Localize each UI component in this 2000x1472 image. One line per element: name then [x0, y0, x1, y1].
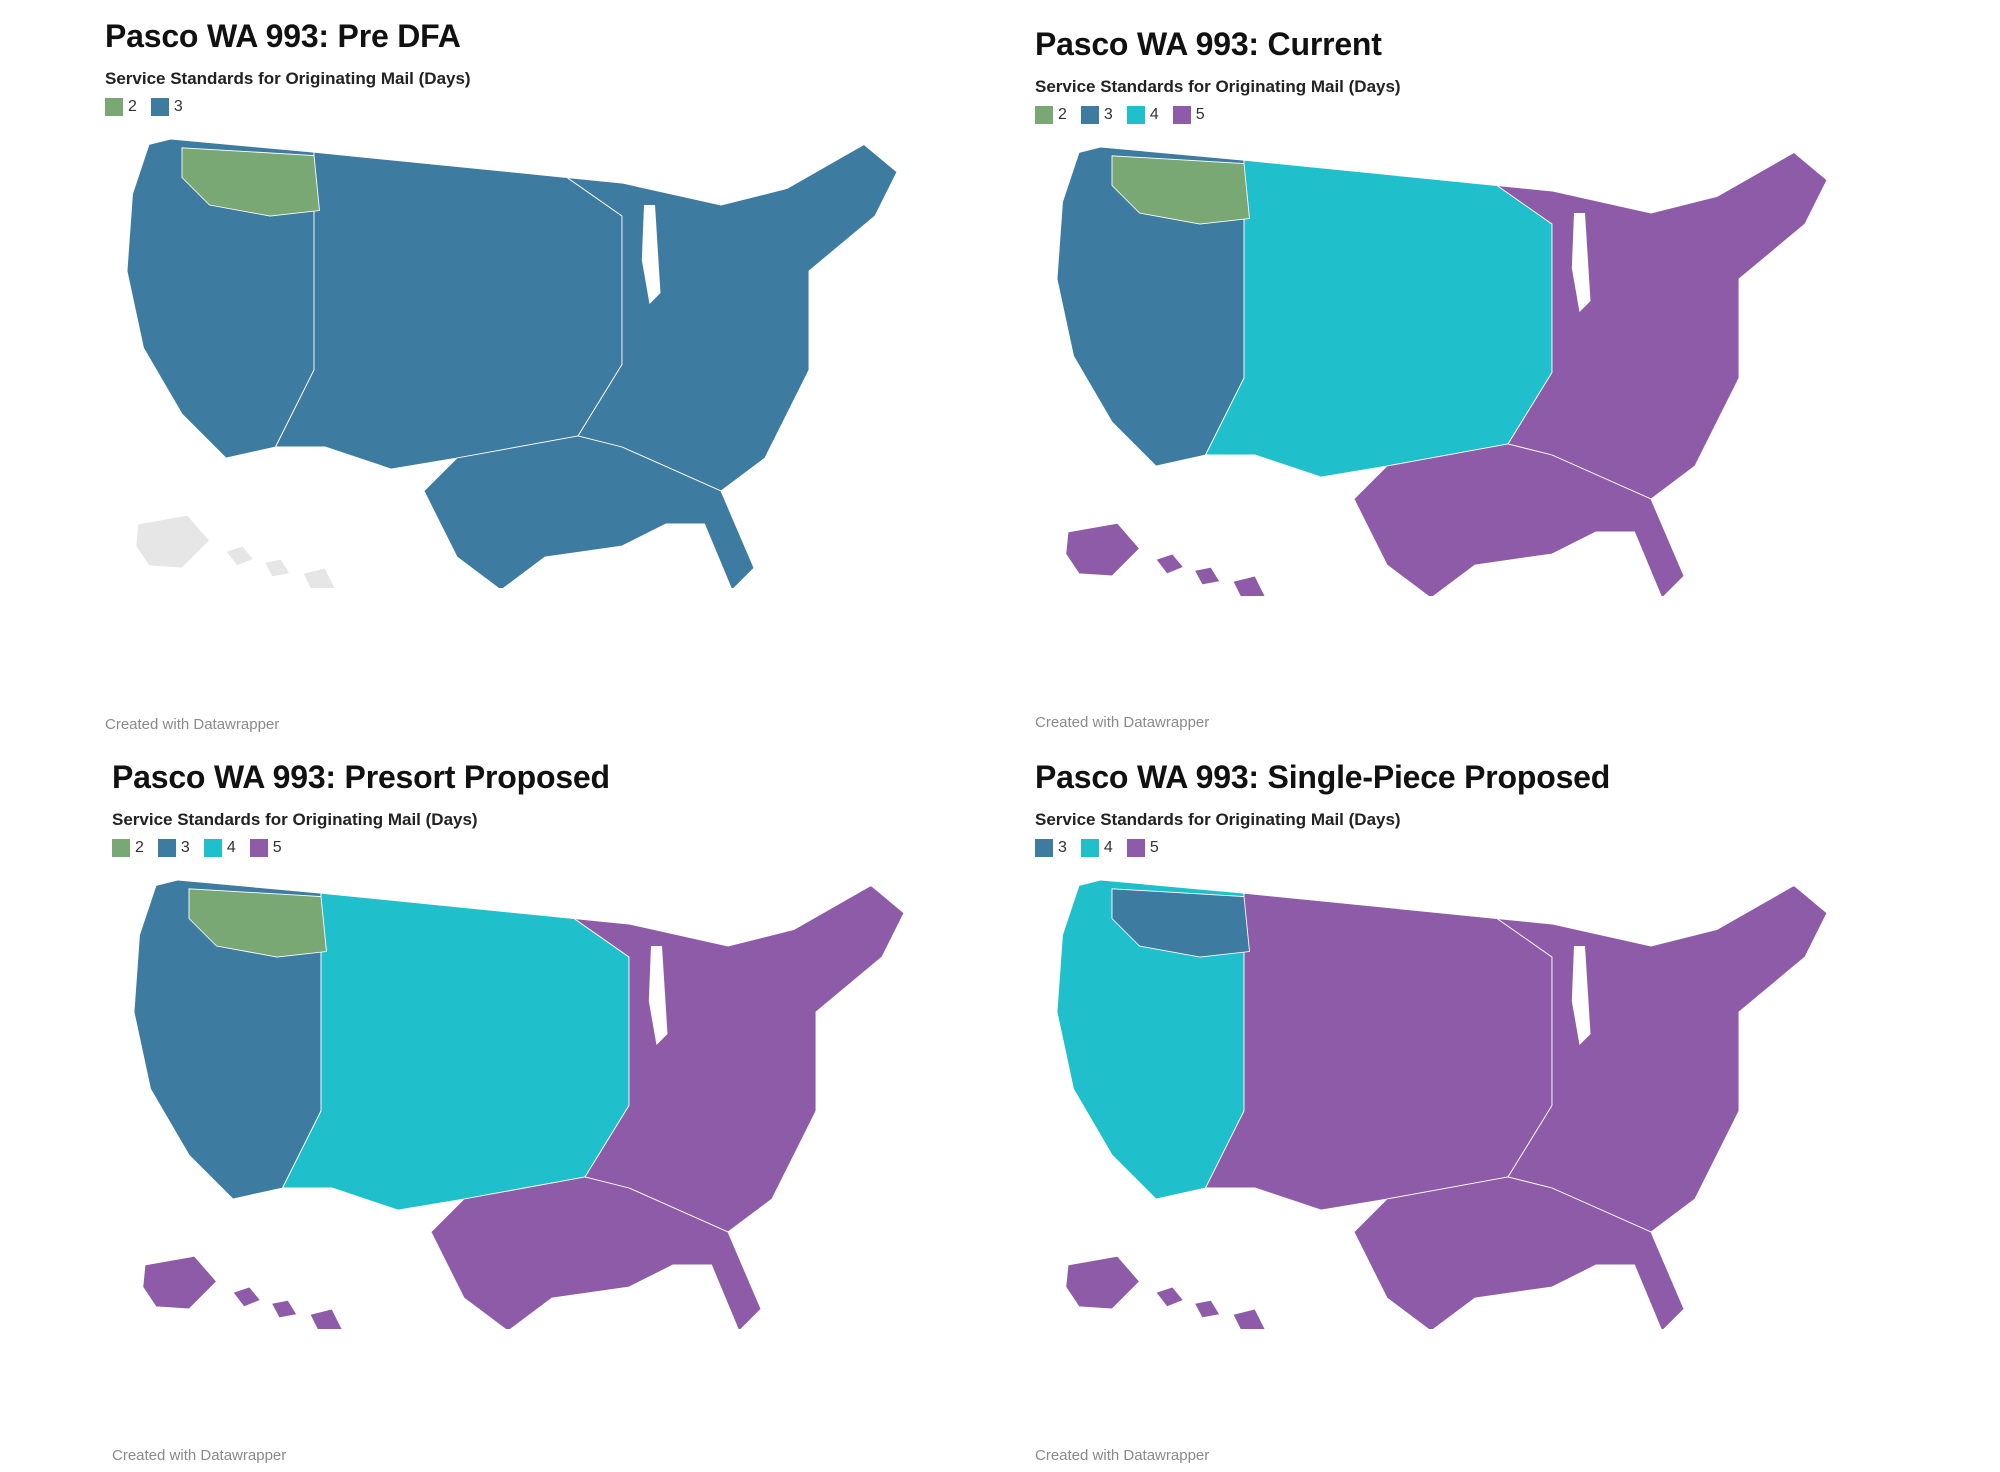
- credit-text: Created with Datawrapper: [1035, 714, 1210, 731]
- legend-label: 4: [226, 839, 236, 856]
- legend-swatch: [1126, 106, 1145, 124]
- legend-swatch: [1080, 106, 1099, 124]
- legend: 3 4 5: [1035, 837, 1955, 859]
- us-map: [1056, 146, 1828, 596]
- legend-label: 5: [272, 839, 282, 856]
- region-wa: [181, 147, 320, 217]
- legend-item: 2: [112, 839, 144, 857]
- legend-item: 4: [1080, 839, 1113, 857]
- legend-swatch: [150, 98, 169, 116]
- legend-title: Service Standards for Originating Mail (…: [1035, 810, 1401, 829]
- region-wa: [1111, 155, 1250, 225]
- legend-swatch: [1035, 839, 1053, 857]
- legend-title: Service Standards for Originating Mail (…: [112, 810, 478, 829]
- region-central: [1204, 159, 1553, 478]
- region-west: [1056, 879, 1245, 1200]
- legend-swatch: [112, 839, 130, 857]
- panel-title: Pasco WA 993: Current: [1035, 26, 1382, 62]
- panel-title: Pasco WA 993: Single-Piece Proposed: [1035, 759, 1611, 795]
- region-west: [1056, 146, 1245, 467]
- legend-label: 5: [1195, 106, 1205, 123]
- credit-text: Created with Datawrapper: [1035, 1447, 1210, 1464]
- region-south: [1353, 1176, 1685, 1329]
- region-west: [133, 879, 322, 1200]
- lake-michigan: [648, 946, 668, 1045]
- legend-item: 3: [1080, 106, 1113, 124]
- legend-title: Service Standards for Originating Mail (…: [105, 69, 471, 88]
- legend-label: 3: [1103, 106, 1113, 123]
- lake-michigan: [1571, 946, 1591, 1045]
- legend-label: 3: [1058, 839, 1067, 856]
- legend-swatch: [1126, 839, 1145, 857]
- legend-item: 3: [150, 98, 183, 116]
- map-panel-presort-proposed: Pasco WA 993: Presort Proposed Service S…: [112, 757, 1032, 1464]
- legend-item: 5: [1172, 106, 1205, 124]
- legend-swatch: [1172, 106, 1191, 124]
- lake-michigan: [641, 205, 661, 304]
- legend-label: 4: [1103, 839, 1113, 856]
- region-hawaii: [142, 1255, 343, 1329]
- legend-item: 4: [203, 839, 236, 857]
- legend-item: 3: [157, 839, 190, 857]
- legend-label: 5: [1149, 839, 1159, 856]
- legend-item: 2: [1035, 106, 1067, 124]
- legend-swatch: [1035, 106, 1053, 124]
- region-wa: [1111, 888, 1250, 958]
- legend-item: 5: [249, 839, 282, 857]
- legend-swatch: [249, 839, 268, 857]
- legend-item: 2: [105, 98, 137, 116]
- map-panel-single-piece-proposed: Pasco WA 993: Single-Piece Proposed Serv…: [1035, 757, 1955, 1464]
- region-hawaii: [135, 514, 336, 588]
- region-central: [281, 892, 630, 1211]
- legend-label: 2: [1058, 106, 1067, 123]
- legend-swatch: [203, 839, 222, 857]
- legend: 2 3 4 5: [112, 837, 1032, 859]
- legend-label: 3: [180, 839, 190, 856]
- legend-label: 2: [135, 839, 144, 856]
- region-wa: [188, 888, 327, 958]
- us-map: [1056, 879, 1828, 1329]
- us-map: [126, 138, 898, 588]
- legend: 2 3 4 5: [1035, 104, 1955, 126]
- region-west: [126, 138, 315, 459]
- legend-title: Service Standards for Originating Mail (…: [1035, 77, 1401, 96]
- region-central: [274, 151, 623, 470]
- legend-swatch: [1080, 839, 1099, 857]
- region-hawaii: [1065, 1255, 1266, 1329]
- lake-michigan: [1571, 213, 1591, 312]
- region-hawaii: [1065, 522, 1266, 596]
- map-panel-pre-dfa: Pasco WA 993: Pre DFA Service Standards …: [105, 16, 1025, 733]
- region-central: [1204, 892, 1553, 1211]
- legend-item: 4: [1126, 106, 1159, 124]
- credit-text: Created with Datawrapper: [105, 716, 280, 733]
- legend-swatch: [157, 839, 176, 857]
- region-south: [423, 435, 755, 588]
- panel-title: Pasco WA 993: Pre DFA: [105, 18, 461, 54]
- credit-text: Created with Datawrapper: [112, 1447, 287, 1464]
- legend-label: 2: [128, 98, 137, 115]
- legend-item: 3: [1035, 839, 1067, 857]
- region-south: [1353, 443, 1685, 596]
- us-map: [133, 879, 905, 1329]
- legend-label: 4: [1149, 106, 1159, 123]
- region-south: [430, 1176, 762, 1329]
- map-panel-current: Pasco WA 993: Current Service Standards …: [1035, 24, 1955, 731]
- panel-title: Pasco WA 993: Presort Proposed: [112, 759, 610, 795]
- legend-label: 3: [173, 98, 183, 115]
- legend-swatch: [105, 98, 123, 116]
- legend-item: 5: [1126, 839, 1159, 857]
